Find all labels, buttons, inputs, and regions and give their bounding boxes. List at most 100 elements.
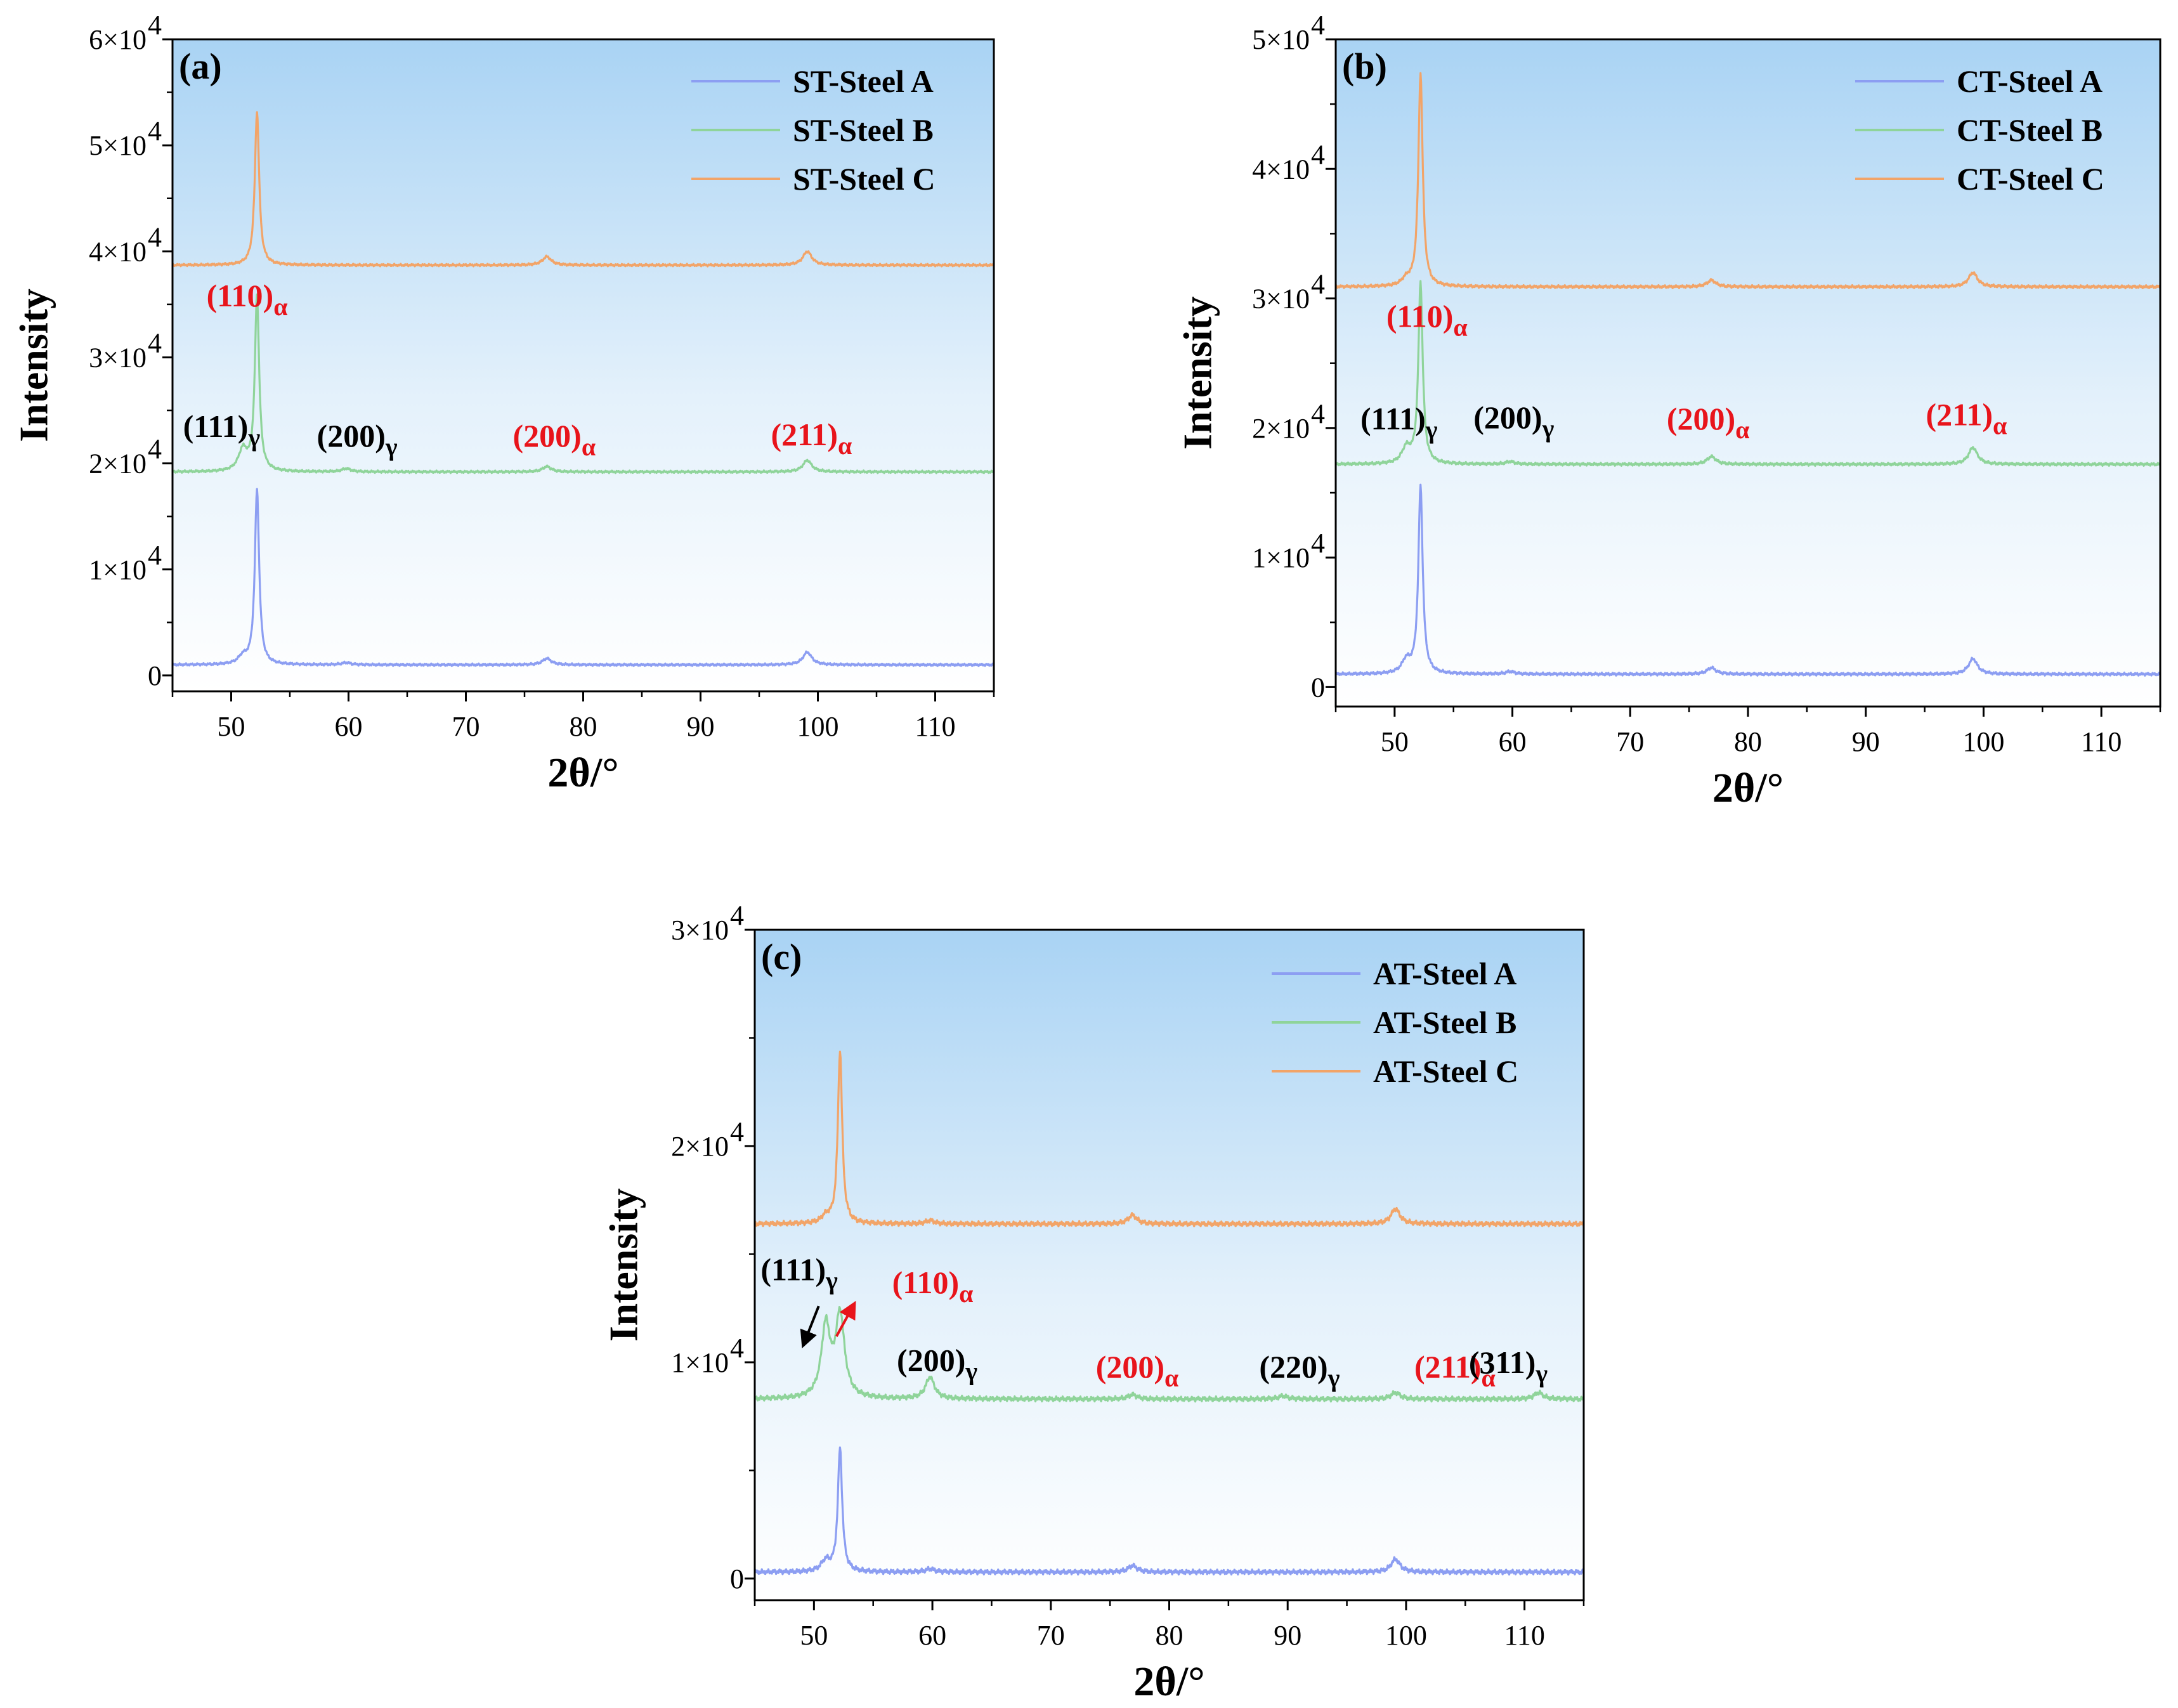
- legend-entry: AT-Steel B: [1373, 1005, 1516, 1040]
- x-tick-label: 60: [1499, 726, 1527, 757]
- y-tick-label: 4×10: [1252, 153, 1310, 185]
- y-tick-exponent: 4: [730, 900, 744, 931]
- x-tick-label: 60: [918, 1620, 946, 1651]
- series-line-at-steel-c: [753, 1050, 1585, 1228]
- y-tick-exponent: 4: [1311, 269, 1325, 300]
- annotation-arrow: [835, 1300, 856, 1337]
- legend-entry: CT-Steel C: [1957, 161, 2104, 197]
- y-tick-label: 6×10: [89, 24, 147, 55]
- x-axis-title: 2θ/°: [1712, 765, 1783, 811]
- peak-annotation: (110)α: [1386, 298, 1468, 341]
- peak-annotation: (200)α: [1667, 401, 1750, 444]
- peak-annotation: (110)α: [207, 278, 288, 321]
- plot-frame: [1334, 38, 2162, 708]
- peak-annotation: (200)α: [1096, 1349, 1179, 1392]
- y-tick-label: 2×10: [89, 448, 147, 479]
- panel-b: 01×10 42×10 43×10 44×10 45×10 450 60 70 80 90 100 1…: [1175, 10, 2162, 811]
- x-tick-label: 100: [1962, 726, 2004, 757]
- legend-entry: CT-Steel A: [1957, 63, 2103, 99]
- peak-annotation: (110)α: [892, 1265, 974, 1308]
- peak-annotation: (200)γ: [897, 1343, 977, 1386]
- y-tick-label: 1×10: [1252, 542, 1310, 573]
- y-tick-label: 0: [730, 1563, 744, 1594]
- peak-annotation: (111)γ: [183, 408, 261, 452]
- y-tick-label: 2×10: [671, 1131, 729, 1162]
- panel-label: (c): [761, 936, 802, 977]
- y-tick-label: 3×10: [1252, 284, 1310, 315]
- x-tick-label: 50: [1381, 726, 1409, 757]
- series-line-st-steel-a: [171, 488, 995, 667]
- y-tick-exponent: 4: [730, 1116, 744, 1147]
- peak-annotation: (200)α: [513, 418, 596, 461]
- y-tick-exponent: 4: [730, 1333, 744, 1364]
- x-tick-label: 90: [1274, 1620, 1301, 1651]
- y-axis-title: Intensity: [1175, 296, 1220, 450]
- annotation-arrow: [800, 1305, 820, 1348]
- legend-entry: CT-Steel B: [1957, 112, 2103, 148]
- y-tick-exponent: 4: [148, 115, 162, 147]
- peak-annotation: (200)γ: [1473, 400, 1554, 443]
- peak-annotation: (211)α: [1926, 397, 2007, 440]
- panel-label: (a): [179, 46, 222, 87]
- x-tick-label: 60: [335, 711, 363, 742]
- y-tick-exponent: 4: [1311, 528, 1325, 559]
- y-tick-label: 0: [1311, 672, 1325, 703]
- x-tick-label: 110: [1504, 1620, 1544, 1651]
- peak-annotation: (211)α: [771, 417, 852, 460]
- y-tick-exponent: 4: [1311, 398, 1325, 429]
- x-tick-label: 70: [1037, 1620, 1065, 1651]
- x-tick-label: 110: [915, 711, 955, 742]
- series-line-at-steel-b: [753, 1306, 1585, 1403]
- series-line-at-steel-a: [753, 1446, 1585, 1576]
- x-tick-label: 50: [800, 1620, 828, 1651]
- plot-frame: [753, 929, 1585, 1601]
- x-tick-label: 80: [1734, 726, 1762, 757]
- series-line-st-steel-c: [171, 111, 995, 268]
- plot-background: [1336, 39, 2160, 707]
- y-tick-label: 0: [148, 660, 162, 691]
- y-tick-exponent: 4: [148, 540, 162, 571]
- series-line-ct-steel-a: [1334, 483, 2162, 677]
- series-line-ct-steel-b: [1334, 280, 2161, 467]
- legend-entry: ST-Steel A: [793, 63, 934, 99]
- legend-entry: ST-Steel C: [793, 161, 936, 197]
- panel-a: 01×10 42×10 43×10 44×10 45×10 46×10 450 60 70 80 9…: [11, 10, 995, 796]
- series-line-st-steel-b: [171, 293, 994, 474]
- x-tick-label: 100: [797, 711, 839, 742]
- y-tick-label: 3×10: [89, 342, 147, 373]
- peak-annotation: (111)γ: [1360, 401, 1438, 444]
- x-tick-label: 70: [452, 711, 480, 742]
- y-tick-exponent: 4: [1311, 139, 1325, 170]
- y-tick-label: 1×10: [89, 554, 147, 585]
- x-tick-label: 90: [1852, 726, 1880, 757]
- y-tick-label: 5×10: [1252, 24, 1310, 55]
- x-tick-label: 90: [687, 711, 715, 742]
- x-tick-label: 50: [218, 711, 245, 742]
- y-tick-label: 4×10: [89, 236, 147, 267]
- y-tick-label: 2×10: [1252, 413, 1310, 444]
- y-tick-label: 3×10: [671, 915, 729, 946]
- peak-annotation: (211)α: [1414, 1349, 1496, 1392]
- y-tick-exponent: 4: [148, 221, 162, 252]
- x-tick-label: 80: [570, 711, 597, 742]
- x-tick-label: 80: [1156, 1620, 1184, 1651]
- y-tick-exponent: 4: [148, 10, 162, 41]
- y-axis-title: Intensity: [601, 1189, 646, 1342]
- x-axis-title: 2θ/°: [547, 750, 618, 796]
- peak-annotation: (311)γ: [1469, 1345, 1548, 1388]
- peak-annotation: (111)γ: [760, 1251, 838, 1294]
- legend-entry: AT-Steel C: [1373, 1053, 1518, 1089]
- y-tick-exponent: 4: [148, 327, 162, 358]
- y-tick-label: 1×10: [671, 1347, 729, 1378]
- x-axis-title: 2θ/°: [1133, 1659, 1204, 1705]
- plot-frame: [171, 38, 995, 693]
- peak-annotation: (220)γ: [1259, 1349, 1340, 1392]
- legend-entry: AT-Steel A: [1373, 956, 1516, 991]
- series-line-ct-steel-c: [1334, 72, 2162, 290]
- panel-label: (b): [1342, 46, 1387, 87]
- x-tick-label: 100: [1385, 1620, 1427, 1651]
- legend-entry: ST-Steel B: [793, 112, 934, 148]
- x-tick-label: 70: [1616, 726, 1644, 757]
- peak-annotation: (200)γ: [317, 418, 398, 461]
